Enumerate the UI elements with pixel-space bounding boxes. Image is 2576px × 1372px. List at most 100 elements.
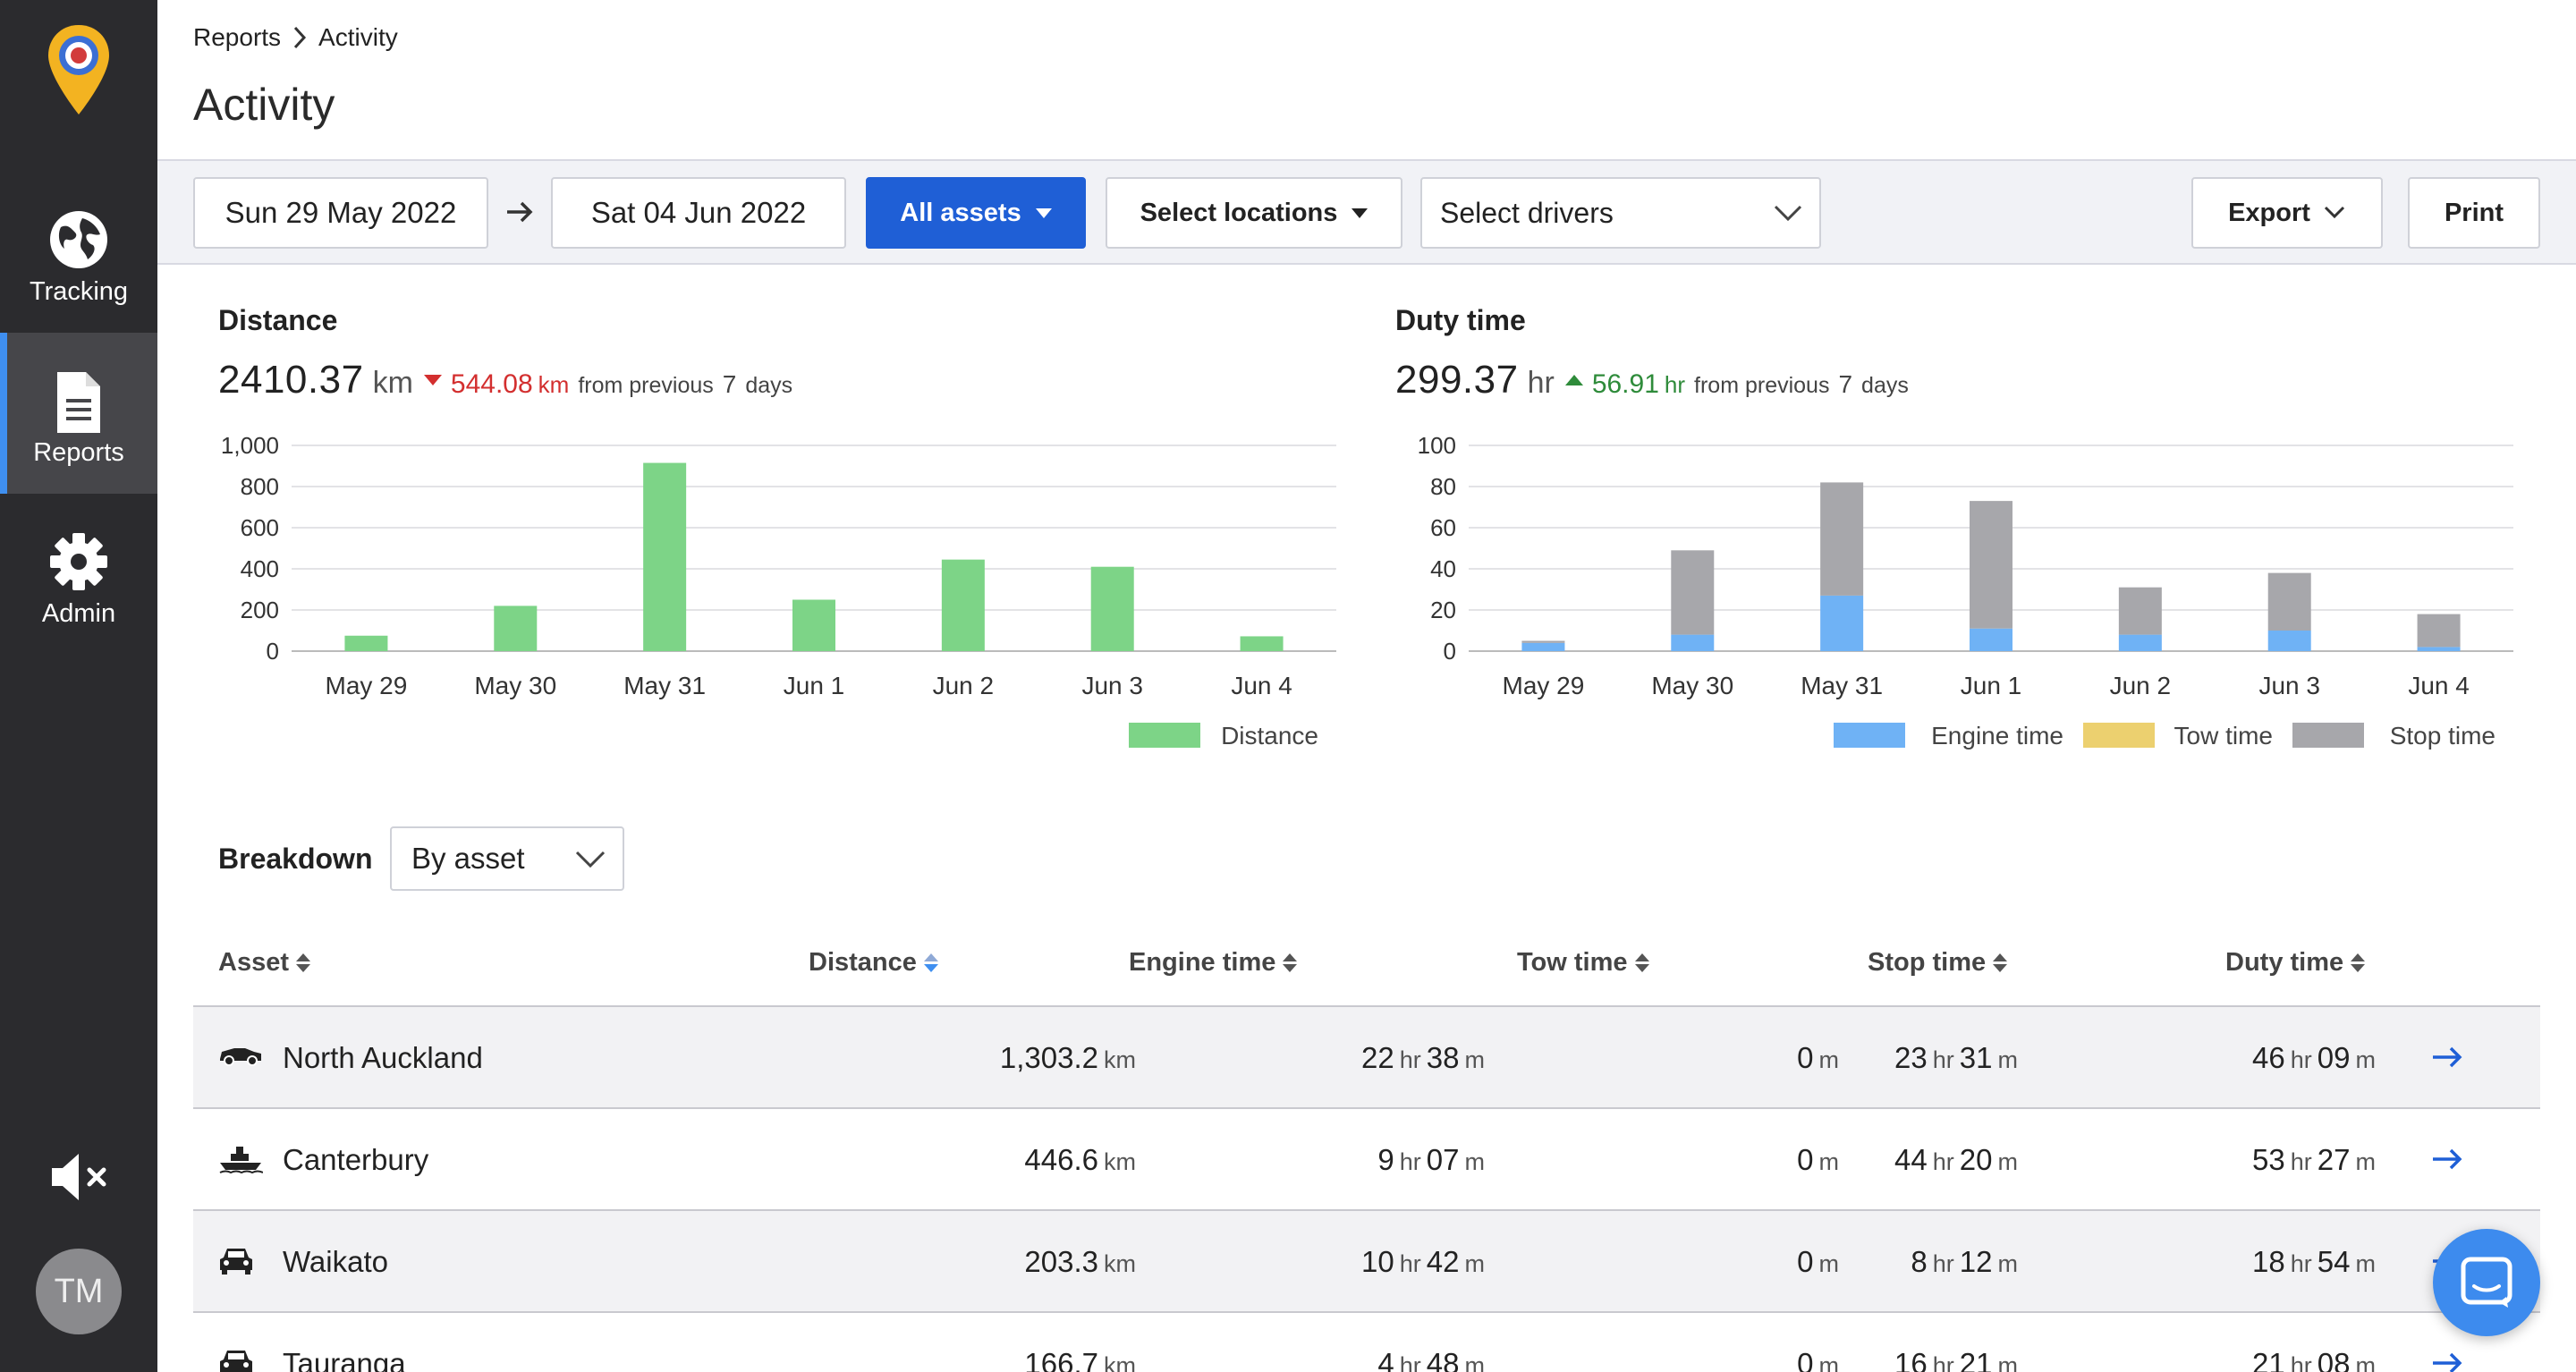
table-row[interactable]: North Auckland 1,303.2 km 22 hr 38 m 0 m 23 hr 31 m 4… <box>193 1007 2540 1109</box>
column-header-asset[interactable]: Asset <box>218 948 310 978</box>
sidebar-item-tracking[interactable]: Tracking <box>0 172 157 333</box>
distance-unit: km <box>372 366 413 400</box>
print-button[interactable]: Print <box>2408 177 2540 249</box>
bar-engine-time[interactable] <box>1970 628 2012 651</box>
speaker-muted-icon[interactable] <box>50 1152 111 1207</box>
bar-stop-time[interactable] <box>1671 550 1715 635</box>
unit-hr: hr <box>2290 1148 2312 1175</box>
bar-distance[interactable] <box>643 462 687 651</box>
bar-stop-time[interactable] <box>2118 587 2162 635</box>
table-row[interactable]: Canterbury 446.6 km 9 hr 07 m 0 m 44 hr 20 m 53 hr 27 m <box>193 1109 2540 1211</box>
sort-icon <box>2351 953 2366 972</box>
unit-hr: hr <box>1932 1250 1954 1277</box>
bar-stop-time[interactable] <box>1521 640 1565 643</box>
bar-engine-time[interactable] <box>1671 634 1715 651</box>
unit-km: km <box>1104 1250 1136 1277</box>
bar-stop-time[interactable] <box>1820 482 1864 596</box>
duty-time-summary: 299.37 hr 56.91 hr from previous 7 days <box>1395 358 1909 402</box>
select-locations-label: Select locations <box>1140 198 1338 227</box>
bar-distance[interactable] <box>1240 636 1284 651</box>
distance-cell: 1,303.2 km <box>1000 1041 1136 1075</box>
stop-hours: 44 <box>1894 1143 1928 1176</box>
avatar[interactable]: TM <box>36 1249 122 1334</box>
sidebar-item-reports[interactable]: Reports <box>0 333 157 494</box>
select-locations-button[interactable]: Select locations <box>1106 177 1402 249</box>
table-body: North Auckland 1,303.2 km 22 hr 38 m 0 m 23 hr 31 m 4… <box>193 1007 2540 1372</box>
legend-label: Tow time <box>2174 722 2273 750</box>
table-row[interactable]: Tauranga 166.7 km 4 hr 48 m 0 m 16 hr 21 m 21 hr 08 m <box>193 1313 2540 1372</box>
breadcrumb-reports-link[interactable]: Reports <box>193 23 282 51</box>
tow-minutes: 0 <box>1797 1347 1814 1372</box>
bar-distance[interactable] <box>792 599 835 652</box>
chevron-right-icon <box>293 26 307 49</box>
chevron-down-icon <box>2324 206 2344 219</box>
select-drivers-dropdown[interactable]: Select drivers <box>1420 177 1821 249</box>
arrow-right-icon[interactable] <box>2429 1145 2465 1173</box>
x-tick-label: Jun 3 <box>1081 672 1143 699</box>
distance-value: 166.7 <box>1024 1347 1098 1372</box>
page-title: Activity <box>193 80 335 130</box>
stop-time-cell: 8 hr 12 m <box>1911 1245 2018 1279</box>
bar-stop-time[interactable] <box>1970 501 2012 629</box>
unit-m: m <box>1818 1352 1840 1372</box>
unit-hr: hr <box>1932 1046 1954 1073</box>
asset-name: Canterbury <box>283 1143 429 1176</box>
distance-delta-unit: km <box>538 371 570 398</box>
stop-time-cell: 44 hr 20 m <box>1894 1143 2018 1177</box>
logo-pin-icon[interactable] <box>47 23 111 121</box>
chevron-down-icon <box>575 851 606 868</box>
column-header-stop-time[interactable]: Stop time <box>1868 948 2008 978</box>
y-tick-label: 60 <box>1430 514 1456 541</box>
bar-engine-time[interactable] <box>2118 634 2162 651</box>
column-header-distance[interactable]: Distance <box>809 948 938 978</box>
x-tick-label: May 30 <box>474 672 556 699</box>
y-tick-label: 600 <box>241 514 279 541</box>
unit-hr: hr <box>2290 1250 2312 1277</box>
sidebar-item-label: Reports <box>33 438 124 467</box>
filter-toolbar: Sun 29 May 2022 Sat 04 Jun 2022 All asse… <box>157 159 2576 265</box>
bar-stop-time[interactable] <box>2267 572 2311 631</box>
column-header-duty-time[interactable]: Duty time <box>2225 948 2366 978</box>
table-row[interactable]: Waikato 203.3 km 10 hr 42 m 0 m 8 hr 12 m 18 hr 54 m <box>193 1211 2540 1313</box>
unit-m: m <box>1997 1352 2019 1372</box>
all-assets-button[interactable]: All assets <box>866 177 1086 249</box>
unit-m: m <box>1818 1148 1840 1175</box>
distance-cell: 203.3 km <box>1024 1245 1136 1279</box>
end-date-picker[interactable]: Sat 04 Jun 2022 <box>551 177 846 249</box>
chat-launcher-button[interactable] <box>2433 1229 2540 1336</box>
export-button[interactable]: Export <box>2191 177 2383 249</box>
arrow-right-icon[interactable] <box>2429 1043 2465 1071</box>
bar-engine-time[interactable] <box>1820 595 1864 651</box>
arrow-right-icon[interactable] <box>2429 1349 2465 1372</box>
engine-minutes: 48 <box>1426 1347 1460 1372</box>
breakdown-dropdown[interactable]: By asset <box>390 826 624 891</box>
bar-engine-time[interactable] <box>2417 647 2461 651</box>
engine-hours: 10 <box>1361 1245 1394 1278</box>
start-date-picker[interactable]: Sun 29 May 2022 <box>193 177 488 249</box>
bar-distance[interactable] <box>941 559 985 651</box>
stop-hours: 23 <box>1894 1041 1928 1074</box>
x-tick-label: May 31 <box>1801 672 1883 699</box>
select-drivers-label: Select drivers <box>1440 196 1614 229</box>
bar-engine-time[interactable] <box>2267 631 2311 651</box>
bar-distance[interactable] <box>1090 566 1134 651</box>
sidebar-item-admin[interactable]: Admin <box>0 494 157 655</box>
stop-minutes: 21 <box>1959 1347 1993 1372</box>
column-header-tow-time[interactable]: Tow time <box>1517 948 1649 978</box>
unit-m: m <box>2355 1148 2377 1175</box>
y-tick-label: 0 <box>267 638 279 665</box>
breakdown-value: By asset <box>411 842 525 875</box>
distance-total: 2410.37 <box>218 358 364 402</box>
bar-engine-time[interactable] <box>1521 642 1565 651</box>
bar-distance[interactable] <box>494 606 538 651</box>
all-assets-label: All assets <box>900 198 1021 227</box>
tow-minutes: 0 <box>1797 1143 1814 1176</box>
sort-descending-icon <box>923 953 938 972</box>
bar-stop-time[interactable] <box>2417 614 2461 648</box>
duty-time-cell: 21 hr 08 m <box>2252 1347 2376 1372</box>
column-header-engine-time[interactable]: Engine time <box>1129 948 1298 978</box>
bar-distance[interactable] <box>344 635 388 651</box>
